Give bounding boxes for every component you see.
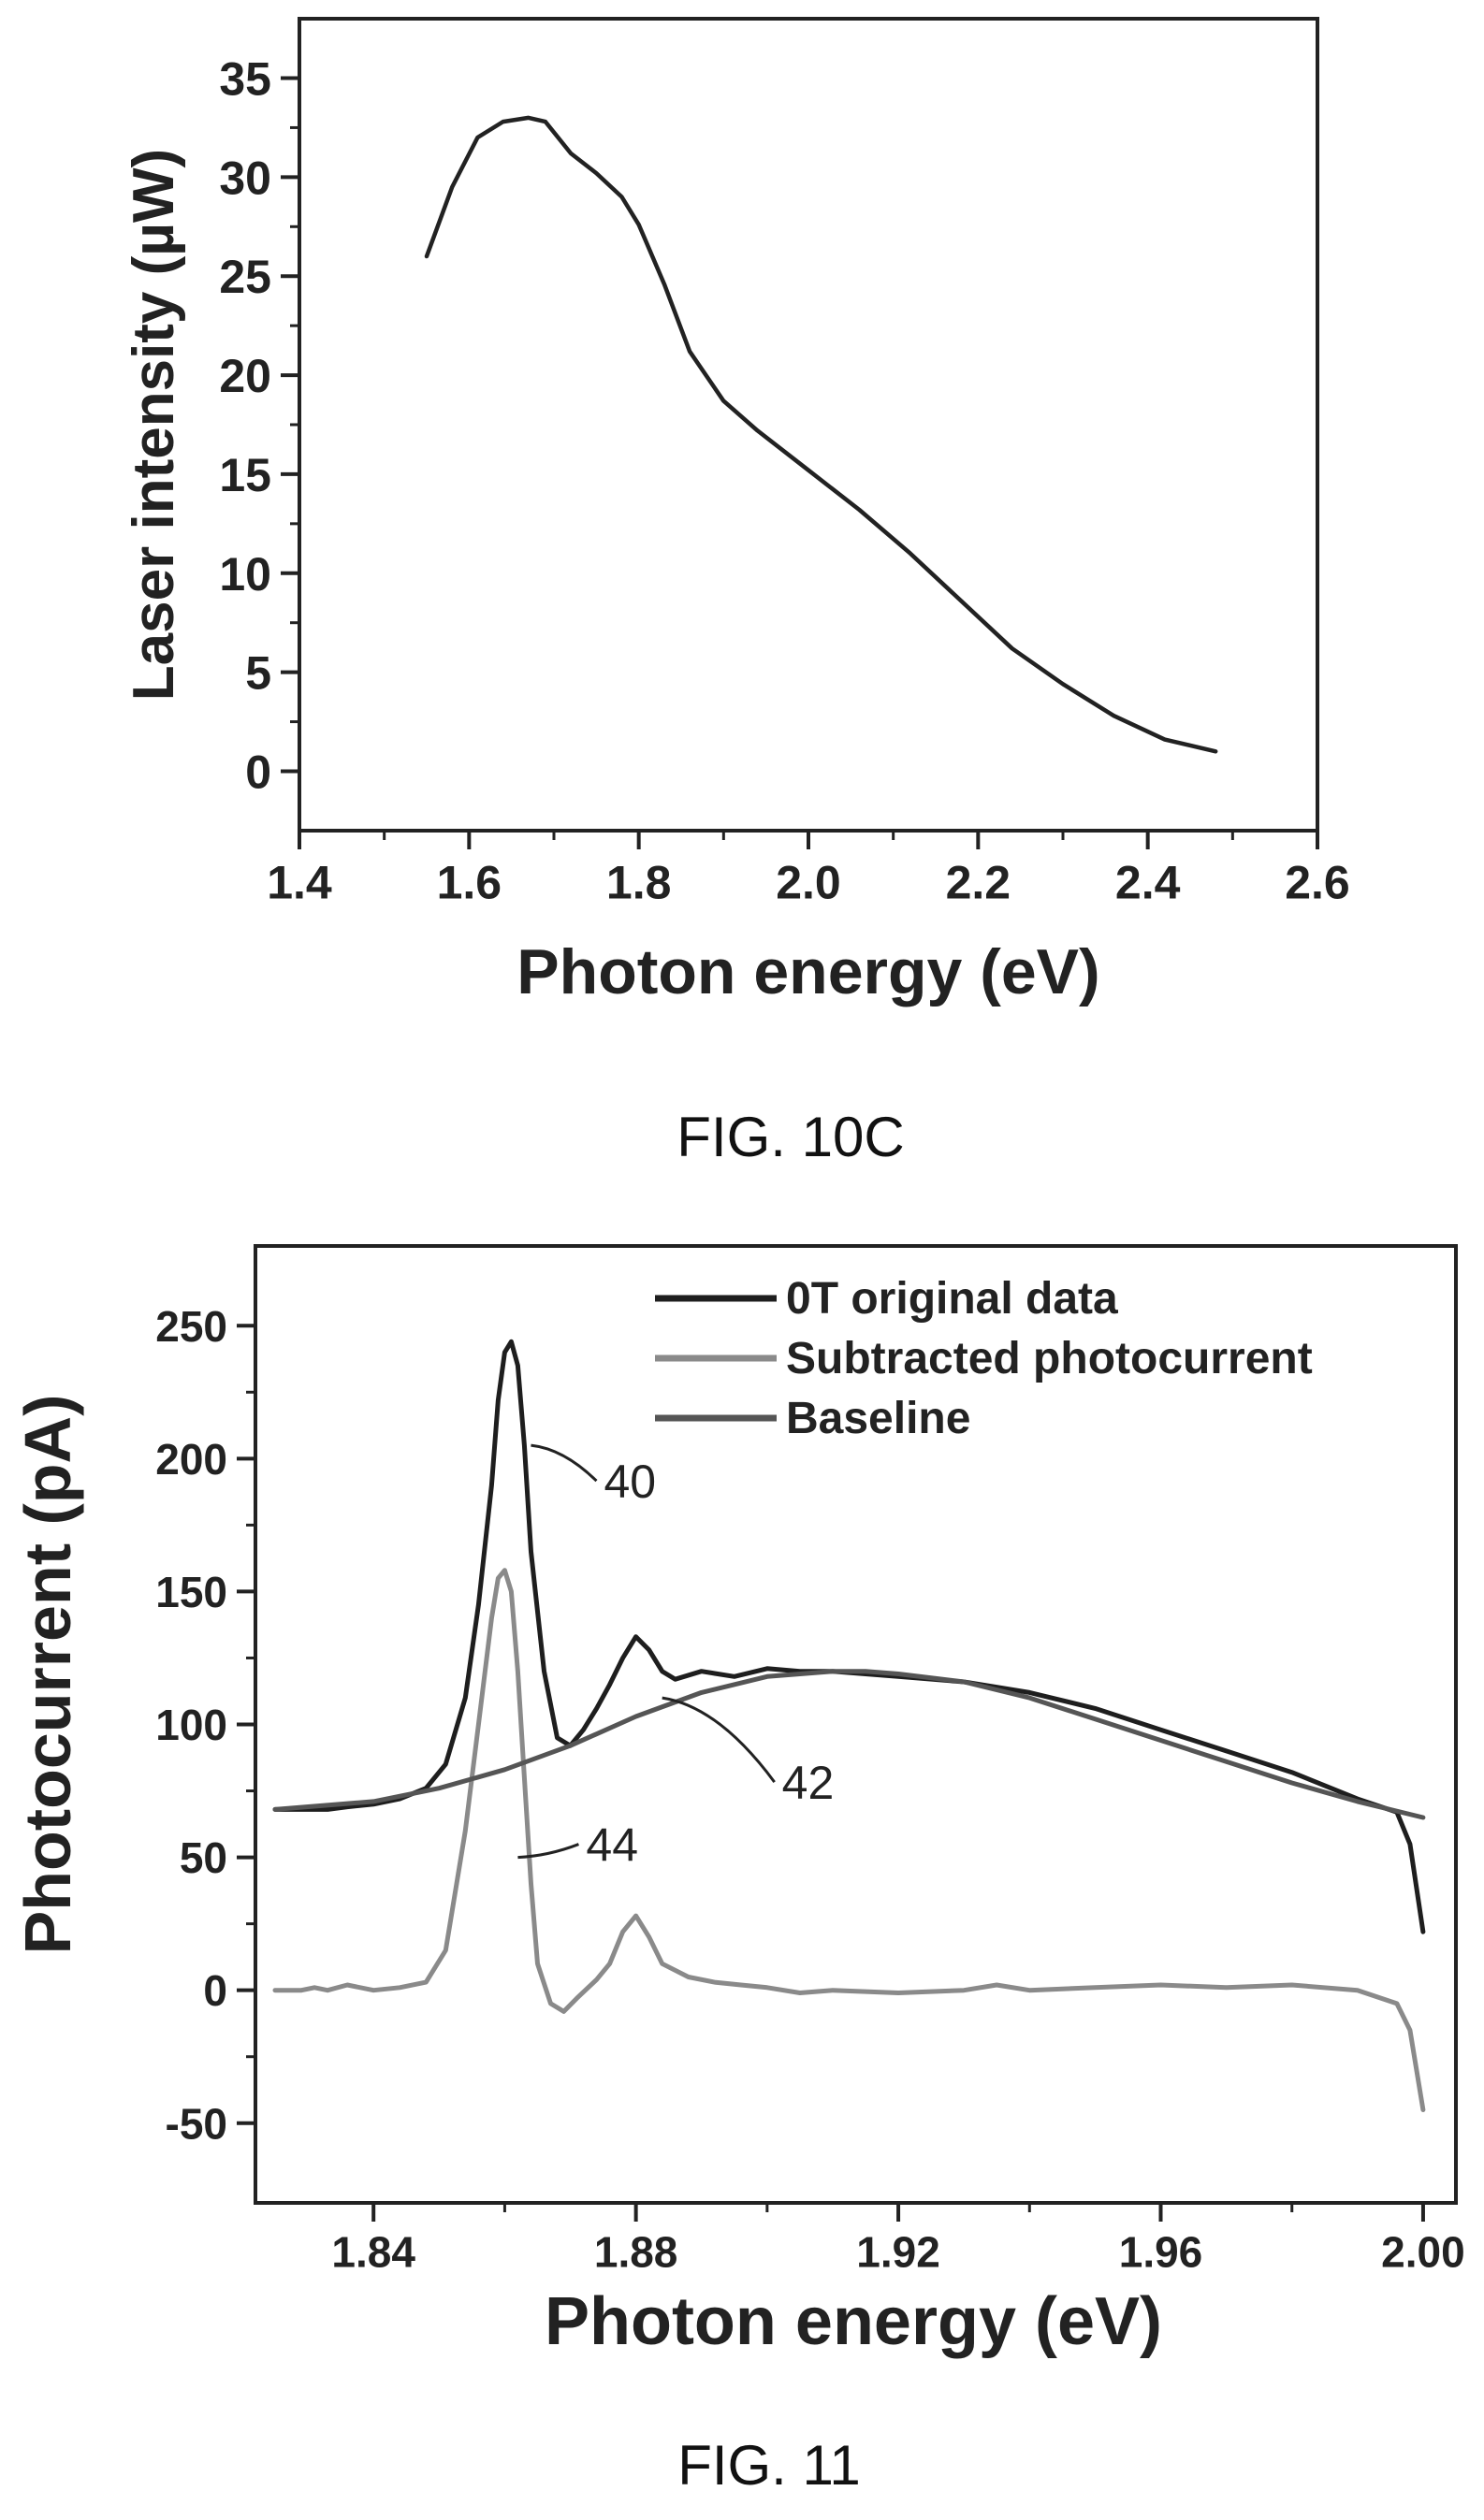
y-tick-label: -50 bbox=[166, 2099, 227, 2148]
legend: 0T original data Subtracted photocurrent B… bbox=[655, 1274, 1313, 1443]
figure-caption-11: FIG. 11 bbox=[677, 2434, 861, 2497]
y-tick-label: 100 bbox=[155, 1701, 227, 1749]
y-tick-label: 50 bbox=[180, 1833, 227, 1882]
y-tick-label: 150 bbox=[155, 1568, 227, 1616]
series-line-0 bbox=[272, 1339, 1426, 1934]
y-tick-label: 0 bbox=[245, 746, 271, 798]
annotation-leader bbox=[517, 1843, 579, 1860]
y-tick-label: 0 bbox=[203, 1966, 227, 2015]
x-tick-label: 2.2 bbox=[946, 857, 1011, 909]
x-tick-label: 1.96 bbox=[1119, 2227, 1203, 2276]
x-tick-label: 2.0 bbox=[776, 857, 841, 909]
y-tick-label: 250 bbox=[155, 1302, 227, 1351]
x-axis-ticks: 1.4 1.6 1.8 2.0 2.2 2.4 2.6 bbox=[267, 831, 1350, 909]
x-tick-label: 1.88 bbox=[594, 2227, 678, 2276]
annotation-label: 44 bbox=[586, 1819, 638, 1872]
reference-numerals: 40 42 44 bbox=[517, 1443, 835, 1872]
x-tick-label: 2.4 bbox=[1115, 857, 1181, 909]
x-tick-label: 2.00 bbox=[1381, 2227, 1465, 2276]
x-tick-label: 1.6 bbox=[437, 857, 502, 909]
plot-frame bbox=[298, 17, 1319, 833]
y-tick-label: 15 bbox=[219, 449, 271, 501]
y-tick-label: 200 bbox=[155, 1435, 227, 1484]
laser-intensity-chart: 0 5 10 15 20 25 30 35 1.4 1.6 1.8 2.0 2.2 2.4 2.6 Pho… bbox=[122, 17, 1350, 1007]
annotation-label: 40 bbox=[604, 1456, 656, 1508]
series-line-1 bbox=[272, 1568, 1426, 2112]
x-axis-label: Photon energy (eV) bbox=[516, 936, 1099, 1007]
figure-caption-10c: FIG. 10C bbox=[677, 1106, 904, 1168]
y-axis-ticks: 0 5 10 15 20 25 30 35 bbox=[219, 53, 299, 798]
x-axis-label: Photon energy (eV) bbox=[545, 2284, 1162, 2359]
x-tick-label: 1.84 bbox=[331, 2227, 415, 2276]
x-tick-label: 1.8 bbox=[606, 857, 672, 909]
legend-entry: Baseline bbox=[786, 1394, 970, 1443]
annotation-label: 42 bbox=[782, 1757, 835, 1809]
annotation-leader bbox=[531, 1443, 598, 1483]
y-tick-label: 20 bbox=[219, 350, 271, 402]
y-tick-label: 25 bbox=[219, 251, 271, 303]
y-axis-ticks: -50 0 50 100 150 200 250 bbox=[155, 1302, 255, 2148]
series-line-2 bbox=[272, 1669, 1426, 1820]
y-tick-label: 10 bbox=[219, 548, 271, 601]
y-tick-label: 5 bbox=[245, 647, 271, 700]
y-axis-label: Photocurrent (pA) bbox=[11, 1395, 84, 1955]
plot-frame bbox=[254, 1244, 1458, 2205]
x-tick-label: 1.4 bbox=[267, 857, 332, 909]
series-line-0 bbox=[424, 115, 1218, 754]
annotation-leader bbox=[662, 1696, 776, 1783]
y-tick-label: 35 bbox=[219, 53, 271, 106]
y-axis-label: Laser intensity (µW) bbox=[122, 149, 186, 701]
y-tick-label: 30 bbox=[219, 152, 271, 204]
x-tick-label: 2.6 bbox=[1285, 857, 1350, 909]
x-tick-label: 1.92 bbox=[856, 2227, 940, 2276]
x-axis-ticks: 1.84 1.88 1.92 1.96 2.00 bbox=[331, 2203, 1465, 2276]
legend-entry: 0T original data bbox=[786, 1274, 1118, 1324]
chart-series bbox=[424, 115, 1218, 754]
legend-entry: Subtracted photocurrent bbox=[786, 1334, 1313, 1383]
chart-series bbox=[272, 1339, 1426, 2112]
